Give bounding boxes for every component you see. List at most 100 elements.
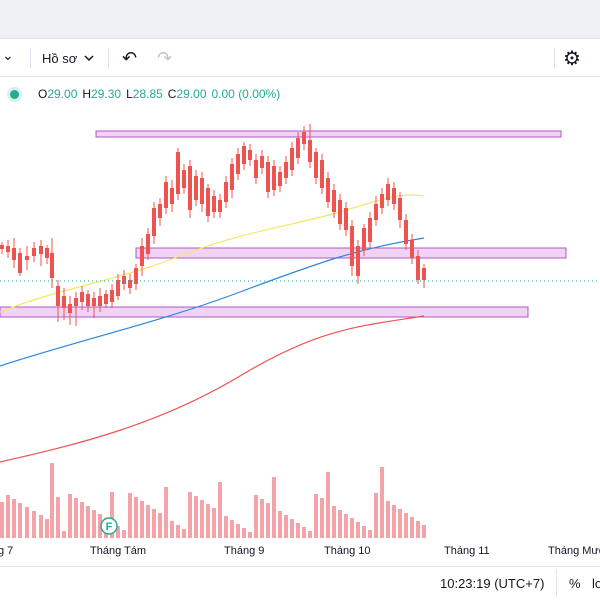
candle-body	[39, 246, 43, 254]
redo-icon: ↷	[157, 47, 173, 68]
candle-body	[344, 208, 348, 230]
market-status-dot[interactable]	[10, 89, 19, 99]
ohlc-legend: O 29.00 H 29.30 L 28.85 C 29.00 0.00 (0.…	[0, 80, 600, 108]
candle-body	[62, 296, 66, 308]
volume-bar	[260, 499, 264, 538]
volume-bar	[338, 510, 342, 538]
chevron-down-icon: ⌄	[2, 46, 14, 63]
candle-body	[164, 182, 168, 208]
candle-body	[326, 178, 330, 202]
candle-body	[170, 188, 174, 204]
volume-bar	[392, 505, 396, 538]
volume-bar	[39, 515, 43, 538]
candle-body	[146, 234, 150, 254]
candle-body	[398, 198, 402, 220]
volume-bar	[344, 514, 348, 538]
redo-button[interactable]: ↷	[157, 46, 172, 70]
high-label: H	[82, 87, 92, 101]
price-zone	[0, 306, 529, 318]
candle-body	[302, 132, 306, 144]
candle-body	[404, 220, 408, 244]
candle-body	[68, 304, 72, 313]
clock-time[interactable]: 10:23:19 (UTC+7)	[440, 576, 545, 591]
volume-bar	[56, 497, 60, 538]
candle-body	[248, 150, 252, 160]
price-chart[interactable]: F	[0, 108, 600, 540]
undo-button[interactable]: ↶	[122, 46, 137, 70]
candle-body	[362, 228, 366, 250]
candlesticks	[0, 124, 426, 326]
candle-body	[200, 178, 204, 204]
volume-bar	[230, 520, 234, 538]
toolbar-divider	[30, 48, 31, 68]
volume-bar	[302, 527, 306, 538]
profile-dropdown[interactable]: Hồ sơ	[42, 46, 95, 70]
volume-bar	[236, 524, 240, 538]
time-axis-label: g 7	[0, 545, 14, 557]
time-axis-label: Tháng 10	[324, 545, 371, 557]
candle-body	[110, 290, 114, 302]
close-value: 29.00	[176, 87, 207, 101]
volume-bar	[158, 513, 162, 538]
settings-button[interactable]: ⚙	[563, 46, 581, 70]
candle-body	[128, 280, 132, 288]
volume-bar	[326, 472, 330, 538]
low-value: 28.85	[132, 87, 163, 101]
chart-toolbar: ⌄ Hồ sơ ↶ ↷ ⚙	[0, 40, 600, 77]
volume-bar	[278, 511, 282, 538]
volume-bar	[254, 495, 258, 538]
close-label: C	[167, 87, 177, 101]
price-zones	[0, 130, 567, 318]
volume-bar	[374, 493, 378, 538]
candle-body	[74, 298, 78, 306]
candle-body	[386, 184, 390, 200]
candle-body	[176, 152, 180, 194]
time-axis-label: Tháng Tám	[90, 545, 147, 557]
toolbar-divider	[554, 48, 555, 68]
volume-bar	[86, 506, 90, 538]
candle-body	[80, 292, 84, 302]
candle-body	[236, 154, 240, 174]
volume-bar	[98, 514, 102, 538]
low-label: L	[126, 87, 133, 101]
candle-body	[356, 246, 360, 276]
volume-bar	[212, 508, 216, 538]
volume-bar	[146, 505, 150, 538]
candle-body	[218, 200, 222, 212]
volume-bar	[356, 522, 360, 538]
volume-bar	[18, 503, 22, 538]
status-bar: 10:23:19 (UTC+7) % lo	[0, 566, 600, 601]
candle-body	[374, 204, 378, 220]
log-toggle[interactable]: lo	[592, 576, 600, 591]
volume-bar	[122, 530, 126, 538]
candle-body	[0, 245, 4, 249]
candle-body	[25, 256, 29, 260]
volume-bar	[320, 498, 324, 538]
candle-body	[18, 253, 22, 273]
price-zone	[95, 130, 562, 138]
percent-toggle[interactable]: %	[569, 576, 581, 591]
time-axis[interactable]: g 7 Tháng Tám Tháng 9 Tháng 10 Tháng 11 …	[0, 540, 600, 564]
candle-body	[230, 164, 234, 190]
volume-bar	[6, 495, 10, 538]
volume-bar	[188, 492, 192, 538]
time-axis-label: Tháng 9	[224, 545, 265, 557]
undo-icon: ↶	[122, 47, 138, 68]
volume-bar	[0, 502, 4, 538]
toolbar-divider	[108, 48, 109, 68]
candle-body	[284, 162, 288, 178]
candle-body	[98, 296, 102, 306]
volume-bar	[386, 501, 390, 538]
candle-body	[86, 294, 90, 306]
candle-body	[254, 160, 258, 178]
open-label: O	[38, 87, 48, 101]
candle-body	[338, 200, 342, 224]
candle-body	[152, 208, 156, 236]
volume-bar	[332, 506, 336, 538]
ma-red-line	[0, 315, 425, 463]
event-marker[interactable]: F	[100, 517, 118, 535]
volume-bar	[416, 521, 420, 538]
volume-bar	[368, 530, 372, 538]
interval-dropdown[interactable]: ⌄	[2, 46, 14, 70]
volume-bar	[140, 501, 144, 538]
